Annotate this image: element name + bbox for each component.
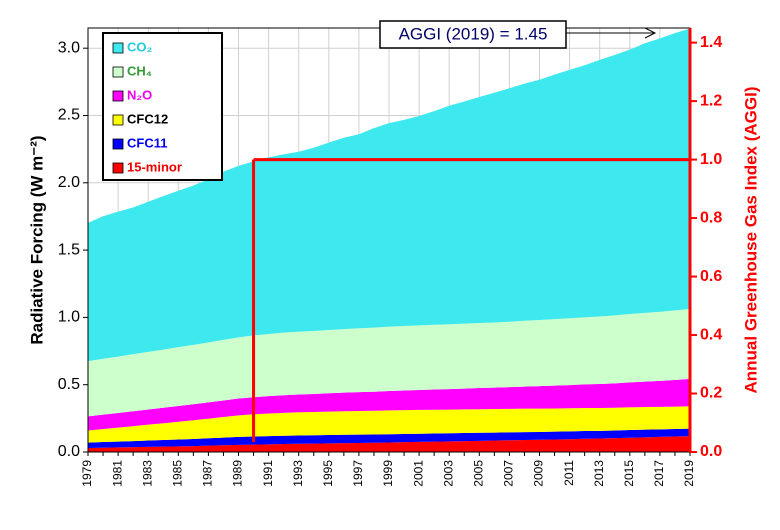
x-tick-label: 1995 bbox=[321, 460, 335, 487]
legend-label: N₂O bbox=[127, 87, 152, 102]
y-tick-label: 1.0 bbox=[58, 309, 80, 326]
area bbox=[88, 378, 690, 431]
annotation-arrowhead bbox=[644, 27, 657, 39]
legend-swatch bbox=[112, 162, 124, 174]
area bbox=[88, 28, 690, 362]
y2-tick-label: 0.6 bbox=[700, 268, 722, 285]
legend-swatch bbox=[112, 66, 124, 78]
y2-tick-label: 0.2 bbox=[700, 385, 722, 402]
x-tick-label: 1991 bbox=[261, 460, 275, 487]
x-tick-label: 2015 bbox=[622, 460, 636, 487]
area bbox=[88, 406, 690, 443]
x-tick-label: 2009 bbox=[532, 460, 546, 487]
x-tick-label: 1999 bbox=[381, 460, 395, 487]
legend-label: CO₂ bbox=[127, 39, 153, 54]
legend-label: CFC11 bbox=[127, 135, 167, 150]
x-tick-label: 2017 bbox=[652, 460, 666, 487]
y-tick-label: 2.0 bbox=[58, 174, 80, 191]
y-tick-label: 1.5 bbox=[58, 241, 80, 258]
x-tick-label: 2019 bbox=[682, 460, 696, 487]
x-tick-label: 2007 bbox=[502, 460, 516, 487]
x-tick-label: 2005 bbox=[471, 460, 485, 487]
legend-swatch bbox=[112, 42, 124, 54]
y-axis-label: Radiative Forcing (W m⁻²) bbox=[27, 135, 46, 344]
x-tick-label: 1981 bbox=[110, 460, 124, 487]
legend-box bbox=[102, 32, 223, 181]
annotation: AGGI (2019) = 1.45 bbox=[399, 24, 548, 43]
y-tick-label: 2.5 bbox=[58, 107, 80, 124]
y2-tick-label: 1.2 bbox=[700, 92, 722, 109]
annotation-box bbox=[379, 20, 567, 49]
x-tick-label: 1983 bbox=[140, 460, 154, 487]
area bbox=[88, 308, 690, 417]
x-tick-label: 1979 bbox=[80, 460, 94, 487]
y-tick-label: 0.5 bbox=[58, 376, 80, 393]
x-tick-label: 2003 bbox=[441, 460, 455, 487]
legend-label: CFC12 bbox=[127, 111, 168, 126]
area bbox=[88, 436, 690, 452]
x-tick-label: 2013 bbox=[592, 460, 606, 487]
area bbox=[88, 428, 690, 448]
y-tick-label: 0.0 bbox=[58, 443, 80, 460]
y2-tick-label: 0.4 bbox=[700, 326, 722, 343]
y-tick-label: 3.0 bbox=[58, 39, 80, 56]
x-tick-label: 2001 bbox=[411, 460, 425, 487]
x-tick-label: 1989 bbox=[231, 460, 245, 487]
legend-label: 15-minor bbox=[127, 159, 182, 174]
y2-tick-label: 1.0 bbox=[700, 151, 722, 168]
x-tick-label: 1993 bbox=[291, 460, 305, 487]
legend-label: CH₄ bbox=[127, 63, 152, 78]
x-tick-label: 1997 bbox=[351, 460, 365, 487]
x-tick-label: 1987 bbox=[201, 460, 215, 487]
y2-tick-label: 1.4 bbox=[700, 34, 722, 51]
legend-swatch bbox=[112, 90, 124, 102]
legend-swatch bbox=[112, 138, 124, 150]
x-tick-label: 1985 bbox=[170, 460, 184, 487]
x-tick-label: 2011 bbox=[562, 460, 576, 486]
legend-swatch bbox=[112, 114, 124, 126]
y2-tick-label: 0.0 bbox=[700, 443, 722, 460]
y2-tick-label: 0.8 bbox=[700, 209, 722, 226]
y2-axis-label: Annual Greenhouse Gas Index (AGGI) bbox=[741, 87, 760, 394]
